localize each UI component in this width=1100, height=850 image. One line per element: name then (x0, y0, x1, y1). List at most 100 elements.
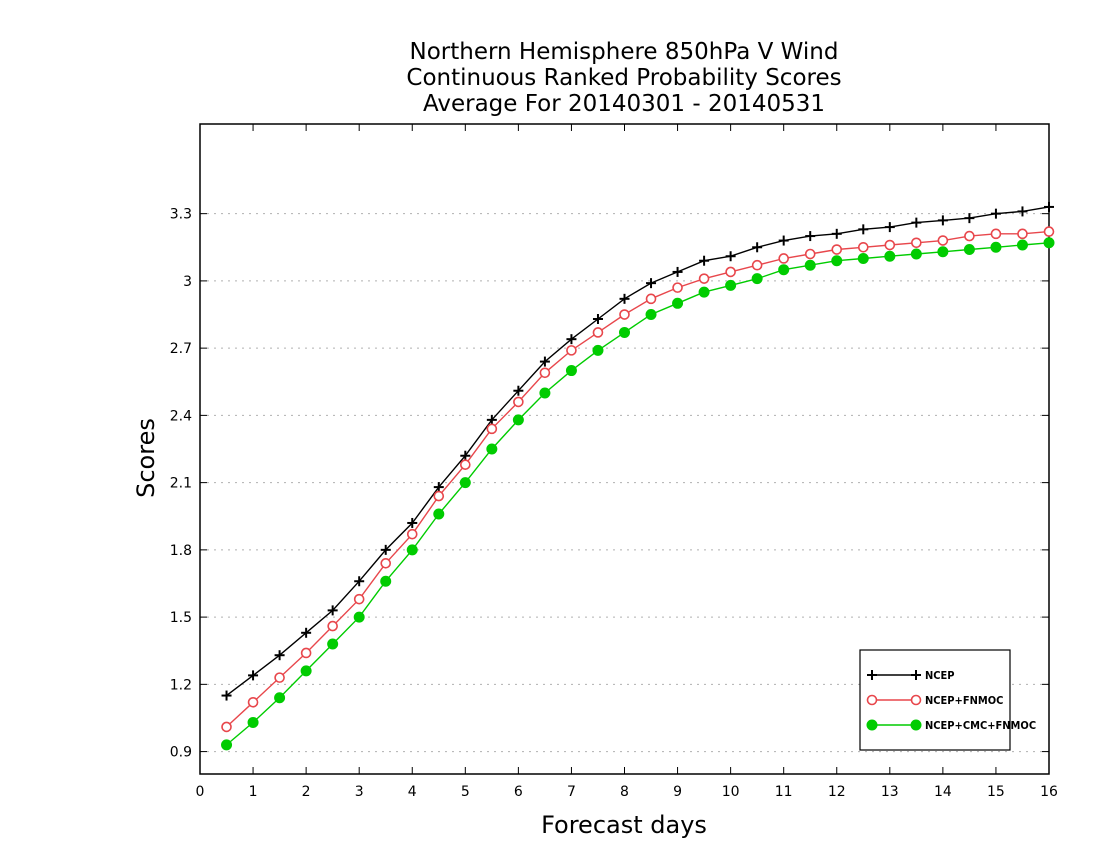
data-point (513, 396, 524, 408)
series-group (221, 201, 1055, 751)
series-3 (221, 237, 1055, 751)
data-point (831, 228, 842, 239)
legend-marker (911, 670, 921, 680)
legend-entry: NCEP (867, 669, 955, 682)
legend-label: NCEP+CMC+FNMOC (925, 719, 1036, 732)
data-point (804, 248, 816, 260)
data-point (513, 385, 524, 396)
data-point (778, 253, 789, 264)
y-tick-label: 1.2 (170, 677, 192, 693)
x-tick-label: 15 (987, 784, 1005, 800)
data-point (937, 215, 948, 226)
x-tick-label: 12 (828, 784, 846, 800)
x-tick-label: 13 (881, 784, 899, 800)
data-point (353, 593, 365, 605)
x-tick-label: 4 (408, 784, 417, 800)
data-point (406, 544, 418, 556)
data-point (990, 228, 1002, 240)
data-point (592, 344, 604, 356)
data-point (937, 246, 949, 258)
data-point (884, 250, 896, 262)
legend-marker (866, 719, 878, 731)
y-axis-label: Scores (132, 418, 160, 498)
data-point (698, 286, 710, 298)
data-point (248, 670, 259, 681)
data-point (486, 443, 498, 455)
data-point (963, 244, 975, 256)
legend-marker (910, 719, 922, 731)
data-point (300, 647, 312, 659)
data-point (221, 721, 232, 733)
y-tick-label: 2.1 (170, 476, 192, 492)
y-tick-label: 3 (183, 274, 192, 290)
data-point (778, 264, 790, 276)
data-point (804, 259, 816, 271)
data-point (300, 665, 312, 677)
data-point (486, 423, 498, 435)
data-point (645, 293, 657, 305)
data-point (221, 739, 233, 751)
legend-label: NCEP (925, 669, 955, 682)
x-tick-label: 6 (514, 784, 523, 800)
data-point (380, 558, 392, 569)
data-point (1043, 226, 1055, 237)
series-2 (221, 226, 1055, 733)
data-point (937, 235, 949, 246)
data-point (645, 309, 657, 321)
data-point (327, 620, 338, 632)
data-point (1044, 201, 1054, 212)
data-point (619, 326, 630, 338)
data-point (592, 327, 604, 338)
legend-entry: NCEP+FNMOC (866, 694, 1003, 707)
legend-label: NCEP+FNMOC (925, 694, 1003, 707)
data-point (592, 314, 603, 324)
data-point (353, 611, 365, 623)
x-tick-label: 3 (355, 784, 364, 800)
data-point (857, 241, 869, 253)
data-point (433, 508, 445, 520)
data-point (884, 239, 896, 251)
data-point (460, 450, 471, 461)
data-point (247, 716, 259, 728)
legend: NCEP NCEP+FNMOC NCEP+CMC+FNMOC (859, 649, 1036, 751)
data-point (274, 672, 285, 683)
y-tick-label: 1.5 (170, 610, 192, 626)
x-tick-label: 10 (722, 784, 740, 800)
y-tick-label: 2.4 (170, 408, 192, 424)
data-point (539, 356, 550, 367)
x-tick-label: 11 (775, 784, 793, 800)
x-axis: 0 1 2 3 4 5 6 7 8 9 10 11 12 13 14 15 16 (196, 124, 1058, 800)
x-tick-label: 1 (249, 784, 258, 800)
data-point (407, 517, 418, 528)
x-tick-label: 0 (196, 784, 205, 800)
data-point (725, 279, 737, 291)
data-point (672, 297, 684, 309)
series-1 (221, 201, 1054, 701)
data-point (911, 237, 922, 249)
title-line-2: Continuous Ranked Probability Scores (406, 65, 841, 91)
x-tick-label: 2 (302, 784, 311, 800)
data-point (751, 259, 763, 271)
data-point (858, 224, 869, 235)
data-point (990, 208, 1001, 219)
data-point (1017, 206, 1028, 217)
data-point (1017, 228, 1028, 240)
data-point (486, 414, 497, 425)
data-point (327, 605, 338, 616)
data-point (725, 266, 736, 278)
legend-marker (910, 694, 922, 706)
data-point (752, 242, 763, 253)
data-point (831, 255, 843, 267)
data-point (539, 387, 551, 399)
data-point (751, 273, 763, 285)
data-point (778, 235, 789, 246)
data-point (964, 213, 975, 224)
data-point (274, 692, 286, 704)
data-point (699, 255, 710, 266)
data-point (406, 528, 418, 540)
data-point (566, 345, 577, 356)
data-point (910, 248, 922, 260)
data-point (964, 230, 975, 242)
data-point (566, 334, 577, 345)
